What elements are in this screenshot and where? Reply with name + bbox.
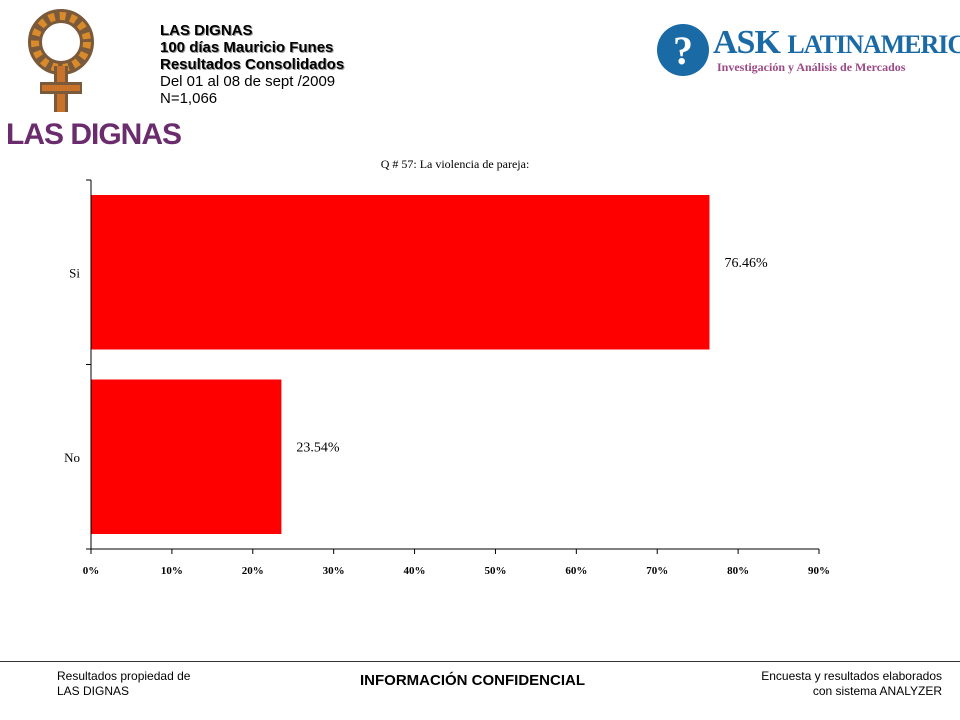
ask-logo-wordmark: ASK LATINAMERICA — [713, 24, 960, 62]
venus-symbol-icon — [28, 9, 94, 112]
header-date-range: Del 01 al 08 de sept /2009 — [160, 73, 336, 90]
las-dignas-logo: LAS DIGNAS — [4, 6, 182, 151]
footer-credits: Encuesta y resultados elaborados con sis… — [761, 669, 942, 699]
x-tick-label: 50% — [484, 565, 506, 577]
header-organization: LAS DIGNAS — [160, 22, 253, 39]
footer-ownership: Resultados propiedad de LAS DIGNAS — [57, 669, 190, 699]
bar-si — [91, 195, 710, 350]
question-mark-icon: ? — [657, 24, 709, 76]
footer-ownership-line1: Resultados propiedad de — [57, 669, 191, 683]
ask-logo-tagline: Investigación y Análisis de Mercados — [717, 60, 906, 74]
data-label-si: 76.46% — [724, 256, 768, 271]
header-report-name: 100 días Mauricio Funes — [160, 39, 334, 56]
footer-confidential: INFORMACIÓN CONFIDENCIAL — [360, 672, 585, 689]
ask-latinamerica-logo: ? ASK LATINAMERICA Investigación y Análi… — [655, 20, 960, 80]
bar-no — [91, 379, 282, 534]
x-tick-label: 60% — [565, 565, 587, 577]
x-tick-label: 70% — [646, 565, 668, 577]
x-tick-label: 90% — [808, 565, 830, 577]
las-dignas-logo-text: LAS DIGNAS — [6, 118, 182, 151]
bar-chart: Q # 57: La violencia de pareja: 76.46% Si 2… — [64, 157, 830, 577]
category-label-no: No — [64, 450, 80, 465]
header-report-type: Resultados Consolidados — [160, 56, 345, 73]
svg-text:?: ? — [673, 28, 693, 73]
footer-divider — [0, 661, 960, 662]
report-header: LAS DIGNAS 100 días Mauricio Funes Resul… — [160, 22, 344, 107]
x-tick-label: 80% — [727, 565, 749, 577]
ask-logo-word: ASK — [713, 24, 781, 61]
data-label-no: 23.54% — [296, 441, 340, 456]
category-label-si: Si — [69, 265, 80, 280]
x-tick-label: 40% — [404, 565, 426, 577]
chart-title: Q # 57: La violencia de pareja: — [381, 157, 530, 171]
footer-ownership-line2: LAS DIGNAS — [57, 684, 130, 698]
latinamerica-logo-word: LATINAMERICA — [787, 30, 960, 59]
footer-credits-line2: con sistema ANALYZER — [812, 684, 942, 698]
footer-credits-line1: Encuesta y resultados elaborados — [761, 669, 942, 683]
x-tick-label: 10% — [161, 565, 183, 577]
x-tick-label: 30% — [323, 565, 345, 577]
x-tick-label: 0% — [83, 565, 100, 577]
header-sample-size: N=1,066 — [160, 90, 218, 107]
x-tick-label: 20% — [242, 565, 264, 577]
